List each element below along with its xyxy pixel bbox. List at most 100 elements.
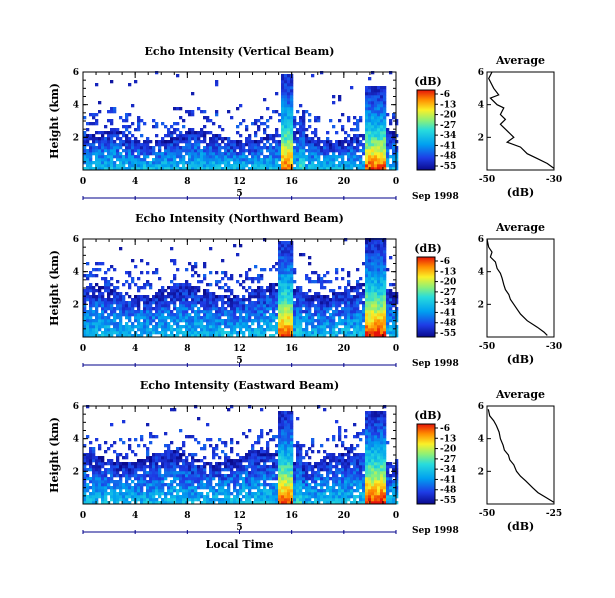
heat-cell	[173, 292, 177, 296]
heat-cell	[182, 319, 186, 323]
heat-cell	[209, 465, 213, 469]
heat-cell	[287, 331, 291, 335]
heat-cell	[200, 140, 204, 144]
heat-cell	[194, 474, 198, 478]
heat-cell	[188, 435, 192, 439]
heat-cell	[86, 462, 90, 466]
heat-cell	[380, 92, 384, 96]
heat-cell	[347, 116, 351, 120]
heat-cell	[284, 477, 288, 481]
heat-cell	[392, 131, 396, 135]
heat-cell	[191, 501, 195, 505]
heat-cell	[161, 304, 165, 308]
heat-cell	[275, 155, 279, 159]
heat-cell	[125, 498, 129, 502]
heat-cell	[305, 155, 309, 159]
heat-cell	[305, 498, 309, 502]
heat-cell	[149, 164, 153, 168]
heat-cell	[365, 334, 369, 338]
heat-cell	[119, 167, 123, 171]
heat-cell	[197, 107, 201, 111]
heat-cell	[230, 322, 234, 326]
heat-cell	[314, 140, 318, 144]
heat-cell	[362, 152, 366, 156]
heat-cell	[233, 143, 237, 147]
heat-cell	[209, 483, 213, 487]
heat-cell	[380, 116, 384, 120]
heat-cell	[266, 298, 270, 302]
heat-cell	[287, 471, 291, 475]
heat-cell	[305, 325, 309, 329]
heat-cell	[293, 167, 297, 171]
y-tick-label: 2	[73, 133, 79, 143]
heat-cell	[140, 462, 144, 466]
heat-cell	[224, 474, 228, 478]
heat-cell	[194, 164, 198, 168]
heat-cell	[311, 480, 315, 484]
heat-cell	[275, 313, 279, 317]
heat-cell	[320, 498, 324, 502]
heat-cell	[155, 465, 159, 469]
heat-cell	[176, 128, 180, 132]
heat-cell	[353, 304, 357, 308]
heat-cell	[155, 328, 159, 332]
heat-cell	[278, 265, 282, 269]
heat-cell	[251, 149, 255, 153]
heat-cell	[350, 298, 354, 302]
heat-cell	[389, 155, 393, 159]
heat-cell	[215, 322, 219, 326]
heat-cell	[101, 322, 105, 326]
heat-cell	[164, 307, 168, 311]
heat-cell	[302, 134, 306, 138]
heat-cell	[146, 474, 150, 478]
heat-cell	[98, 492, 102, 496]
heat-cell	[209, 310, 213, 314]
heat-cell	[341, 128, 345, 132]
heat-cell	[98, 456, 102, 460]
heat-cell	[137, 295, 141, 299]
heat-cell	[368, 292, 372, 296]
heat-cell	[377, 244, 381, 248]
heat-cell	[95, 137, 99, 141]
heat-cell	[308, 301, 312, 305]
heat-cell	[338, 98, 342, 102]
heat-cell	[341, 158, 345, 162]
heat-cell	[200, 468, 204, 472]
heat-cell	[149, 313, 153, 317]
heat-cell	[167, 325, 171, 329]
heat-cell	[386, 295, 390, 299]
heat-cell	[134, 474, 138, 478]
heat-cell	[299, 134, 303, 138]
heat-cell	[149, 167, 153, 171]
heat-cell	[359, 158, 363, 162]
heat-cell	[167, 468, 171, 472]
heat-cell	[95, 492, 99, 496]
heat-cell	[251, 468, 255, 472]
heat-cell	[368, 253, 372, 257]
heat-cell	[368, 158, 372, 162]
heat-cell	[323, 328, 327, 332]
heat-cell	[377, 256, 381, 260]
heat-cell	[368, 149, 372, 153]
heat-cell	[311, 301, 315, 305]
heat-cell	[314, 298, 318, 302]
heat-cell	[380, 146, 384, 150]
heat-cell	[119, 146, 123, 150]
heat-cell	[185, 322, 189, 326]
heat-cell	[245, 289, 249, 293]
heat-cell	[248, 456, 252, 460]
heat-cell	[125, 483, 129, 487]
heat-cell	[161, 143, 165, 147]
heat-cell	[317, 116, 321, 120]
heat-cell	[230, 477, 234, 481]
heat-cell	[170, 456, 174, 460]
heat-cell	[287, 459, 291, 463]
heat-cell	[191, 486, 195, 490]
heat-cell	[101, 495, 105, 499]
heat-cell	[191, 149, 195, 153]
heat-cell	[188, 301, 192, 305]
heat-cell	[368, 110, 372, 114]
heat-cell	[365, 310, 369, 314]
heat-cell	[176, 325, 180, 329]
heat-cell	[356, 295, 360, 299]
